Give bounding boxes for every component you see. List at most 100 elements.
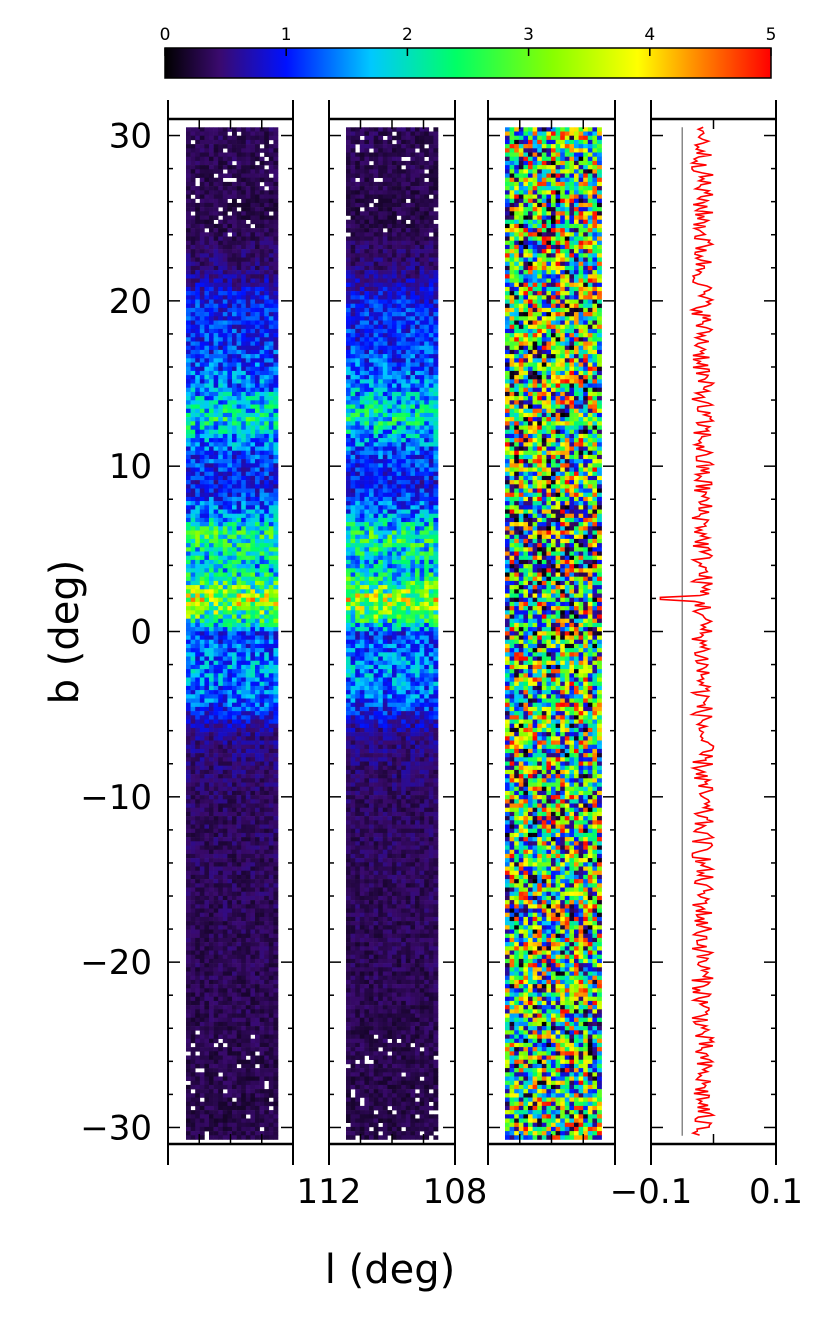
heatmap-cell <box>236 694 242 699</box>
heatmap-cell <box>213 421 219 426</box>
heatmap-cell <box>204 496 210 502</box>
heatmap-cell <box>190 1051 196 1056</box>
heatmap-cell <box>236 1026 242 1031</box>
heatmap-cell <box>209 253 214 258</box>
heatmap-cell <box>227 828 233 834</box>
heatmap-cell <box>273 446 279 451</box>
heatmap-cell <box>218 635 224 640</box>
heatmap-cell <box>245 421 251 426</box>
heatmap-cell <box>213 803 219 808</box>
heatmap-cell <box>255 740 260 745</box>
heatmap-cell <box>236 593 242 598</box>
heatmap-cell <box>186 379 191 384</box>
heatmap-cell <box>428 139 434 145</box>
heatmap-cell <box>204 824 210 829</box>
heatmap-cell <box>236 391 242 397</box>
heatmap-cell <box>232 643 237 649</box>
heatmap-cell <box>241 912 247 918</box>
heatmap-cell <box>227 954 233 960</box>
heatmap-cell <box>232 1051 237 1056</box>
heatmap-cell <box>273 601 279 607</box>
heatmap-cell <box>190 442 196 447</box>
heatmap-cell <box>268 635 274 640</box>
heatmap-cell <box>236 912 242 918</box>
heatmap-cell <box>190 383 196 388</box>
heatmap-cell <box>195 429 201 435</box>
heatmap-cell <box>190 454 196 460</box>
heatmap-cell <box>255 387 260 393</box>
heatmap-cell <box>204 643 210 649</box>
heatmap-cell <box>236 333 242 338</box>
heatmap-cell <box>218 1126 224 1132</box>
heatmap-cell <box>259 1093 265 1098</box>
heatmap-cell <box>218 387 224 393</box>
heatmap-cell <box>218 1042 224 1048</box>
heatmap-cell <box>245 635 251 640</box>
heatmap-cell <box>241 568 247 573</box>
heatmap-cell <box>273 433 279 439</box>
heatmap-cell <box>250 299 256 304</box>
heatmap-cell <box>190 580 196 586</box>
heatmap-cell <box>241 900 247 905</box>
heatmap-cell <box>227 1072 233 1077</box>
heatmap-cell <box>259 643 265 649</box>
heatmap-cell <box>232 383 237 388</box>
heatmap-cell <box>222 585 228 590</box>
heatmap-cell <box>218 501 224 506</box>
heatmap-cell <box>236 509 242 514</box>
heatmap-cell <box>209 929 214 934</box>
heatmap-cell <box>264 425 270 430</box>
heatmap-cell <box>259 963 265 968</box>
heatmap-cell <box>241 501 247 506</box>
heatmap-cell <box>195 337 201 342</box>
heatmap-cell <box>222 165 228 170</box>
heatmap-cell <box>264 1034 270 1039</box>
heatmap-cell <box>264 862 270 867</box>
heatmap-cell <box>227 740 233 745</box>
heatmap-cell <box>255 769 260 775</box>
heatmap-cell <box>259 454 265 460</box>
heatmap-cell <box>227 715 233 720</box>
heatmap-cell <box>199 669 205 674</box>
heatmap-cell <box>255 790 260 796</box>
heatmap-cell <box>259 1026 265 1031</box>
heatmap-cell <box>186 324 191 330</box>
heatmap-cell <box>273 362 279 367</box>
heatmap-cell <box>236 895 242 901</box>
heatmap-cell <box>236 996 242 1002</box>
heatmap-cell <box>186 656 191 661</box>
heatmap-cell <box>204 593 210 598</box>
heatmap-cell <box>245 450 251 456</box>
heatmap-cell <box>218 1110 224 1115</box>
heatmap-cell <box>236 643 242 649</box>
heatmap-cell <box>227 790 233 796</box>
heatmap-cell <box>236 736 242 741</box>
heatmap-cell <box>236 828 242 834</box>
heatmap-cell <box>222 1063 228 1069</box>
heatmap-cell <box>204 316 210 321</box>
heatmap-cell <box>186 391 191 397</box>
heatmap-cell <box>259 165 265 170</box>
heatmap-cell <box>227 391 233 397</box>
heatmap-cell <box>186 748 191 754</box>
heatmap-cell <box>195 786 201 792</box>
heatmap-cell <box>204 790 210 796</box>
heatmap-cell <box>209 816 214 821</box>
heatmap-cell <box>232 774 237 779</box>
heatmap-cell <box>273 912 279 918</box>
heatmap-cell <box>186 467 191 472</box>
heatmap-cell <box>195 614 201 619</box>
heatmap-cell <box>241 669 247 674</box>
heatmap-cell <box>241 778 247 783</box>
heatmap-cell <box>250 282 256 288</box>
heatmap-cell <box>273 925 279 930</box>
heatmap-cell <box>218 286 224 292</box>
heatmap-cell <box>428 148 434 153</box>
heatmap-cell <box>213 778 219 783</box>
heatmap-cell <box>186 450 191 456</box>
heatmap-cell <box>255 370 260 376</box>
heatmap-cell <box>268 1110 274 1115</box>
heatmap-cell <box>232 433 237 439</box>
heatmap-cell <box>232 358 237 363</box>
heatmap-cell <box>236 421 242 426</box>
